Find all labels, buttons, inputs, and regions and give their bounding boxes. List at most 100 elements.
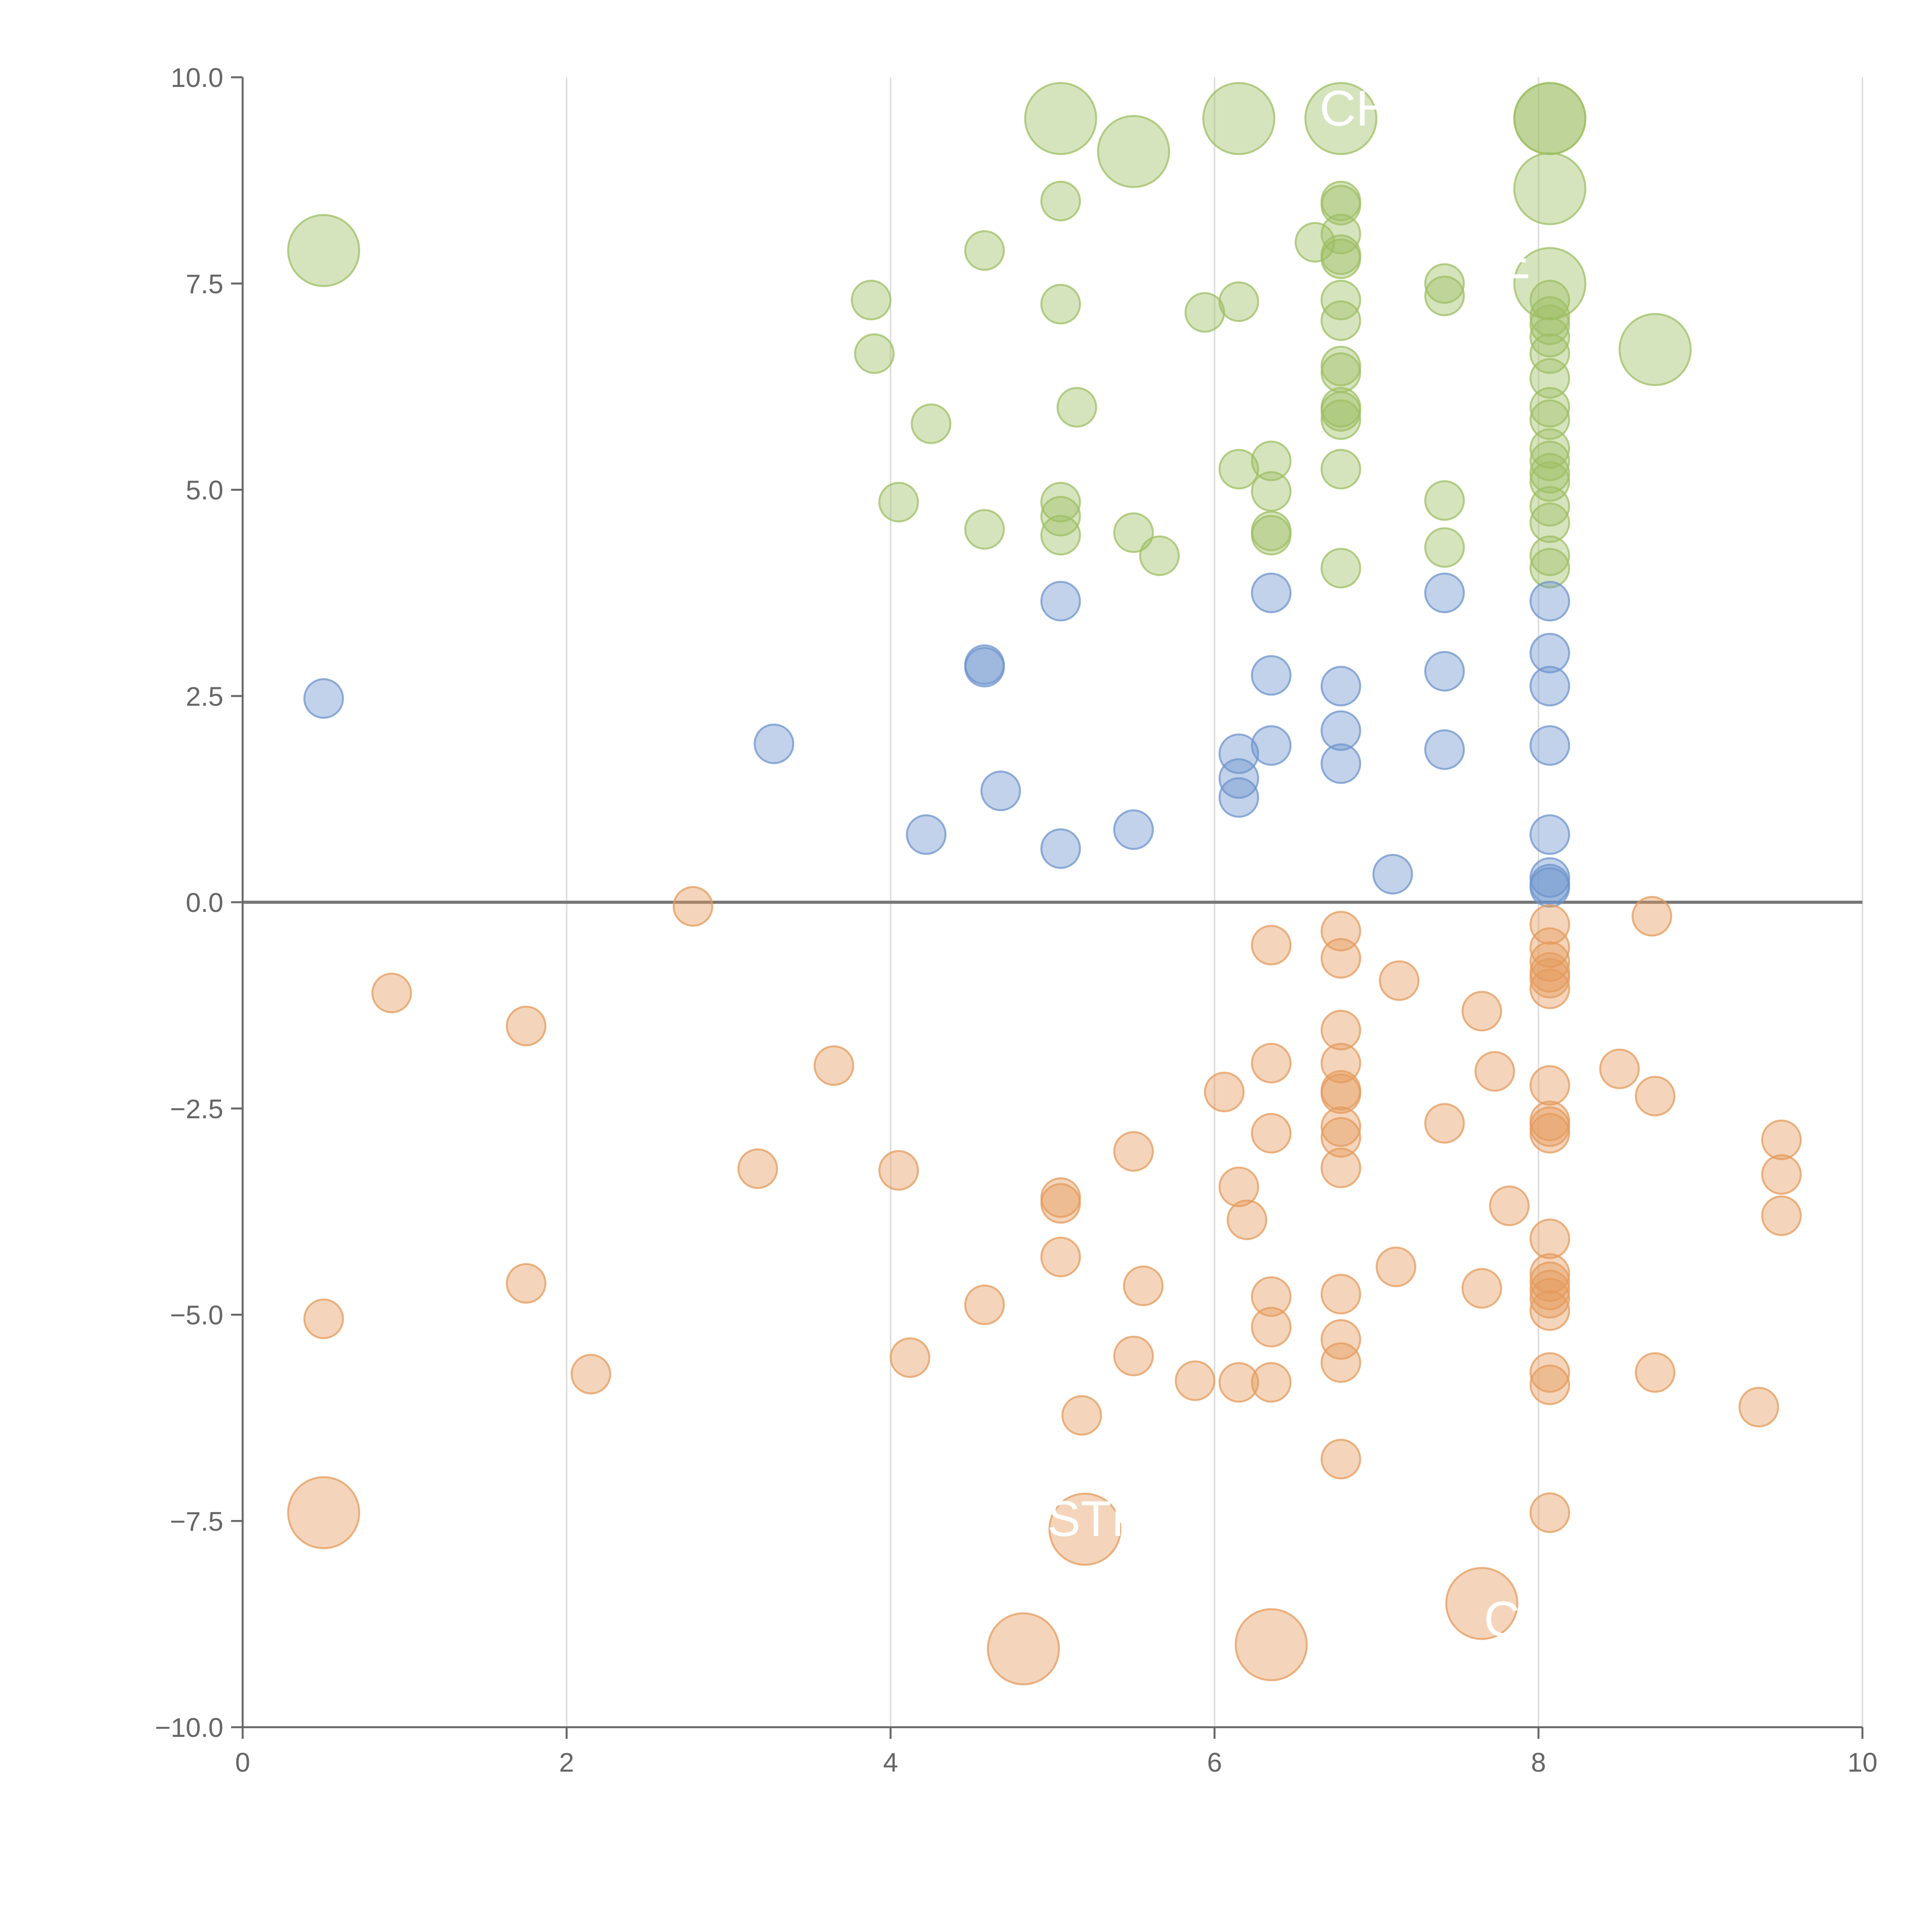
- orange-point: [1461, 991, 1502, 1032]
- green-point: [1529, 486, 1570, 527]
- green-point: [1097, 115, 1170, 188]
- orange-point: [1461, 1268, 1502, 1309]
- x-tick-label: 6: [1207, 1747, 1222, 1777]
- point-label-ue: UE: [1461, 233, 1531, 289]
- orange-point: [1235, 1608, 1308, 1681]
- orange-point: [570, 1354, 611, 1395]
- blue-point: [1320, 710, 1361, 751]
- orange-point: [1529, 1492, 1570, 1533]
- green-point: [1113, 512, 1154, 553]
- blue-point: [1251, 572, 1292, 613]
- orange-point: [1529, 957, 1570, 998]
- orange-point: [1529, 968, 1570, 1009]
- orange-point: [1251, 1276, 1292, 1317]
- orange-point: [1320, 1010, 1361, 1051]
- orange-point: [672, 886, 713, 927]
- green-point: [1218, 281, 1259, 322]
- green-point: [1320, 352, 1361, 393]
- orange-point: [1123, 1265, 1164, 1306]
- orange-point: [878, 1150, 919, 1191]
- orange-point: [1631, 896, 1672, 937]
- orange-point: [1218, 1167, 1259, 1208]
- blue-point: [1040, 828, 1081, 869]
- green-point: [1424, 263, 1465, 304]
- orange-point: [287, 1476, 361, 1549]
- green-point: [1040, 482, 1081, 523]
- orange-point: [1379, 960, 1420, 1001]
- green-point: [1529, 387, 1570, 428]
- orange-point: [964, 1284, 1005, 1325]
- y-tick-labels: 10.0 7.5 5.0 2.5 0.0 −2.5 −5.0 −7.5 −10.0: [155, 63, 243, 1743]
- blue-point: [303, 678, 344, 719]
- orange-point: [1251, 1307, 1292, 1348]
- orange-point: [1761, 1195, 1802, 1236]
- orange-point: [506, 1263, 547, 1304]
- blue-point: [1251, 725, 1292, 766]
- y-tick-label: 10.0: [171, 63, 223, 93]
- orange-point: [1218, 1362, 1259, 1403]
- blue-point: [1372, 854, 1413, 895]
- orange-point: [303, 1298, 344, 1339]
- x-tick-labels: 0 2 4 6 8 10: [235, 1727, 1878, 1777]
- green-point: [1529, 453, 1570, 494]
- y-tick-label: −10.0: [155, 1713, 223, 1743]
- orange-point: [1474, 1051, 1515, 1092]
- orange-point: [1251, 1113, 1292, 1154]
- blue-point: [1529, 633, 1570, 673]
- orange-point: [1529, 1278, 1570, 1319]
- blue-point: [1424, 729, 1465, 770]
- green-point: [1529, 399, 1570, 440]
- green-point: [1320, 279, 1361, 320]
- y-tick-label: 7.5: [186, 269, 223, 299]
- orange-point: [1529, 927, 1570, 968]
- orange-point: [1529, 1261, 1570, 1302]
- orange-point: [1599, 1048, 1640, 1089]
- green-point: [1184, 292, 1225, 333]
- orange-point: [1738, 1387, 1779, 1428]
- orange-point: [1320, 1439, 1361, 1480]
- green-point: [1320, 214, 1361, 255]
- blue-point: [1218, 777, 1259, 818]
- blue-point: [906, 814, 947, 855]
- blue-point: [1424, 572, 1465, 613]
- orange-point: [1320, 1319, 1361, 1360]
- green-point: [1320, 238, 1361, 279]
- blue-point: [1251, 655, 1292, 696]
- orange-point: [1320, 1106, 1361, 1147]
- green-point: [1529, 333, 1570, 374]
- orange-point: [1529, 1113, 1570, 1154]
- orange-point: [1226, 1199, 1267, 1240]
- green-point: [964, 509, 1005, 550]
- green-point: [1202, 82, 1276, 155]
- orange-point: [1204, 1071, 1245, 1112]
- x-tick-label: 8: [1531, 1747, 1546, 1777]
- orange-point: [987, 1612, 1060, 1685]
- green-point: [1139, 535, 1180, 576]
- orange-point: [1761, 1119, 1802, 1160]
- orange-point: [1529, 904, 1570, 945]
- orange-point: [1251, 1043, 1292, 1083]
- green-point: [1024, 82, 1097, 155]
- points-layer: [287, 82, 1802, 1685]
- blue-point: [1529, 725, 1570, 766]
- orange-point: [889, 1337, 930, 1378]
- y-tick-label: 5.0: [186, 475, 223, 505]
- green-point: [1251, 510, 1292, 551]
- green-point: [1040, 284, 1081, 325]
- y-tick-label: −7.5: [170, 1506, 223, 1536]
- green-point: [878, 482, 919, 523]
- orange-point: [1251, 925, 1292, 966]
- orange-point: [1424, 1103, 1465, 1144]
- blue-point: [1529, 867, 1570, 908]
- orange-point: [1320, 1274, 1361, 1315]
- blue-point: [1040, 581, 1081, 622]
- orange-point: [1529, 1352, 1570, 1393]
- orange-point: [1445, 1567, 1519, 1640]
- green-point: [287, 214, 361, 287]
- orange-point: [1376, 1247, 1417, 1287]
- green-point: [1529, 296, 1570, 337]
- green-point: [1529, 461, 1570, 502]
- y-tick-label: 0.0: [186, 888, 223, 918]
- green-point: [911, 403, 952, 444]
- green-point: [1320, 300, 1361, 341]
